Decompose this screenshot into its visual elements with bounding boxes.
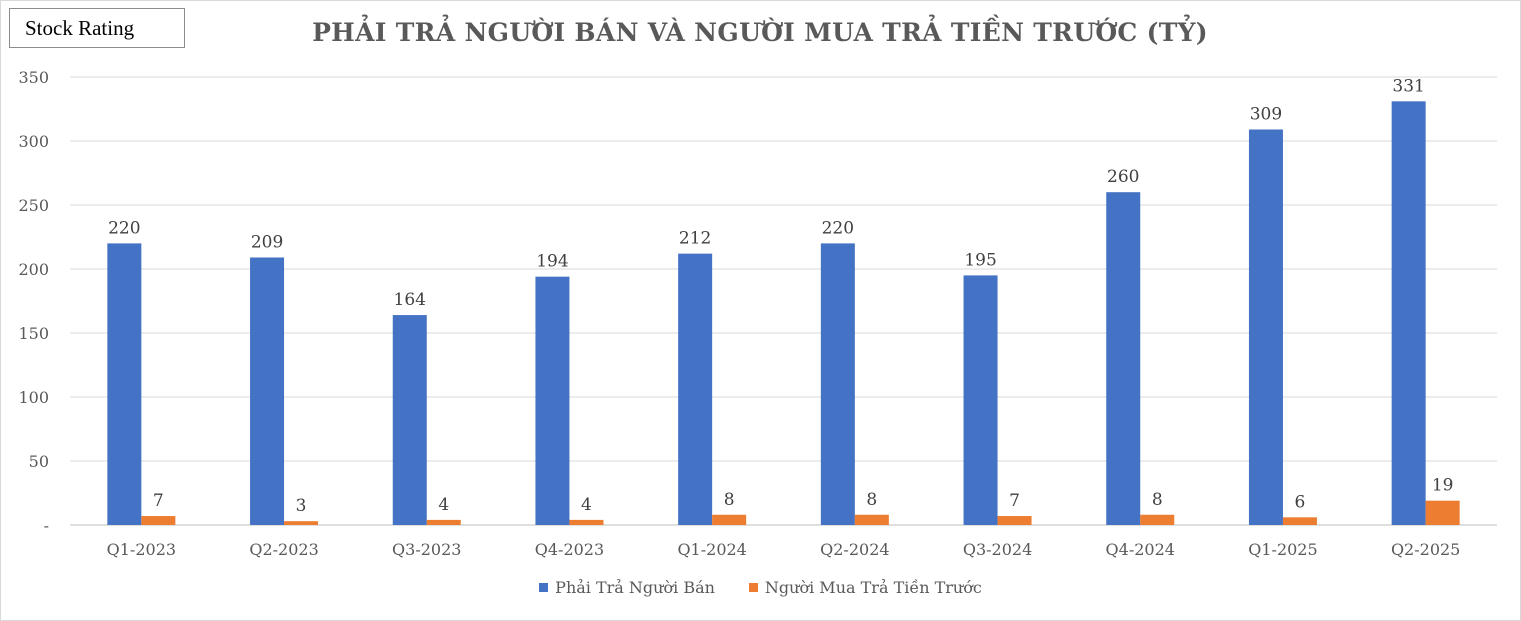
bar bbox=[535, 276, 570, 525]
x-tick-label: Q3-2023 bbox=[392, 540, 461, 559]
legend-label-advances: Người Mua Trả Tiền Trước bbox=[764, 578, 982, 597]
data-label: 6 bbox=[1295, 492, 1306, 512]
data-label: 8 bbox=[866, 490, 877, 510]
data-label: 195 bbox=[964, 250, 996, 270]
x-tick-label: Q2-2023 bbox=[249, 540, 318, 559]
y-tick-label: - bbox=[44, 516, 49, 535]
data-label: 209 bbox=[251, 232, 283, 252]
bar bbox=[820, 243, 855, 525]
data-label: 4 bbox=[438, 495, 449, 515]
data-label: 212 bbox=[679, 229, 711, 249]
data-label: 8 bbox=[724, 490, 735, 510]
bar bbox=[963, 275, 998, 525]
data-label: 8 bbox=[1152, 490, 1163, 510]
data-label: 3 bbox=[296, 496, 307, 516]
data-label: 19 bbox=[1432, 476, 1454, 496]
bar bbox=[392, 315, 427, 525]
bar bbox=[426, 519, 461, 525]
y-tick-label: 50 bbox=[29, 452, 49, 471]
y-tick-label: 300 bbox=[18, 132, 49, 151]
y-tick-label: 200 bbox=[18, 260, 49, 279]
bar bbox=[1106, 192, 1141, 525]
x-tick-label: Q4-2023 bbox=[535, 540, 604, 559]
data-label: 4 bbox=[581, 495, 592, 515]
bar bbox=[1140, 514, 1175, 525]
bar bbox=[1282, 517, 1317, 525]
bar bbox=[678, 253, 713, 525]
x-tick-label: Q1-2025 bbox=[1248, 540, 1317, 559]
x-tick-label: Q1-2024 bbox=[677, 540, 746, 559]
bar bbox=[250, 257, 285, 525]
bar bbox=[284, 521, 319, 525]
y-tick-label: 350 bbox=[18, 68, 49, 87]
y-tick-label: 150 bbox=[18, 324, 49, 343]
data-label: 260 bbox=[1107, 167, 1139, 187]
data-label: 309 bbox=[1250, 104, 1282, 124]
bar bbox=[1248, 129, 1283, 526]
legend-swatch-advances bbox=[748, 583, 758, 592]
data-label: 220 bbox=[108, 218, 140, 238]
chart-title: PHẢI TRẢ NGƯỜI BÁN VÀ NGƯỜI MUA TRẢ TIỀN… bbox=[312, 18, 1208, 47]
x-tick-label: Q2-2024 bbox=[820, 540, 889, 559]
bar bbox=[997, 516, 1032, 525]
data-label: 7 bbox=[1009, 491, 1020, 511]
legend-item-payables: Phải Trả Người Bán bbox=[539, 578, 715, 597]
y-tick-label: 100 bbox=[18, 388, 49, 407]
legend-swatch-payables bbox=[539, 583, 549, 592]
y-tick-label: 250 bbox=[18, 196, 49, 215]
data-label: 331 bbox=[1392, 76, 1424, 96]
bar bbox=[1425, 500, 1460, 525]
x-tick-label: Q1-2023 bbox=[107, 540, 176, 559]
bar bbox=[107, 243, 142, 525]
data-label: 220 bbox=[822, 218, 854, 238]
legend-item-advances: Người Mua Trả Tiền Trước bbox=[748, 578, 982, 597]
stock-rating-label: Stock Rating bbox=[25, 15, 135, 40]
x-tick-label: Q3-2024 bbox=[963, 540, 1032, 559]
data-label: 7 bbox=[153, 491, 164, 511]
x-tick-label: Q4-2024 bbox=[1106, 540, 1175, 559]
x-tick-label: Q2-2025 bbox=[1391, 540, 1460, 559]
chart-legend: Phải Trả Người Bán Người Mua Trả Tiền Tr… bbox=[0, 578, 1521, 597]
bar bbox=[141, 516, 176, 525]
data-label: 164 bbox=[394, 290, 426, 310]
legend-label-payables: Phải Trả Người Bán bbox=[555, 578, 715, 597]
bar bbox=[569, 519, 604, 525]
bar bbox=[854, 514, 889, 525]
bar bbox=[712, 514, 747, 525]
data-label: 194 bbox=[536, 252, 568, 272]
bar bbox=[1391, 101, 1426, 525]
stock-rating-badge: Stock Rating bbox=[9, 8, 185, 48]
